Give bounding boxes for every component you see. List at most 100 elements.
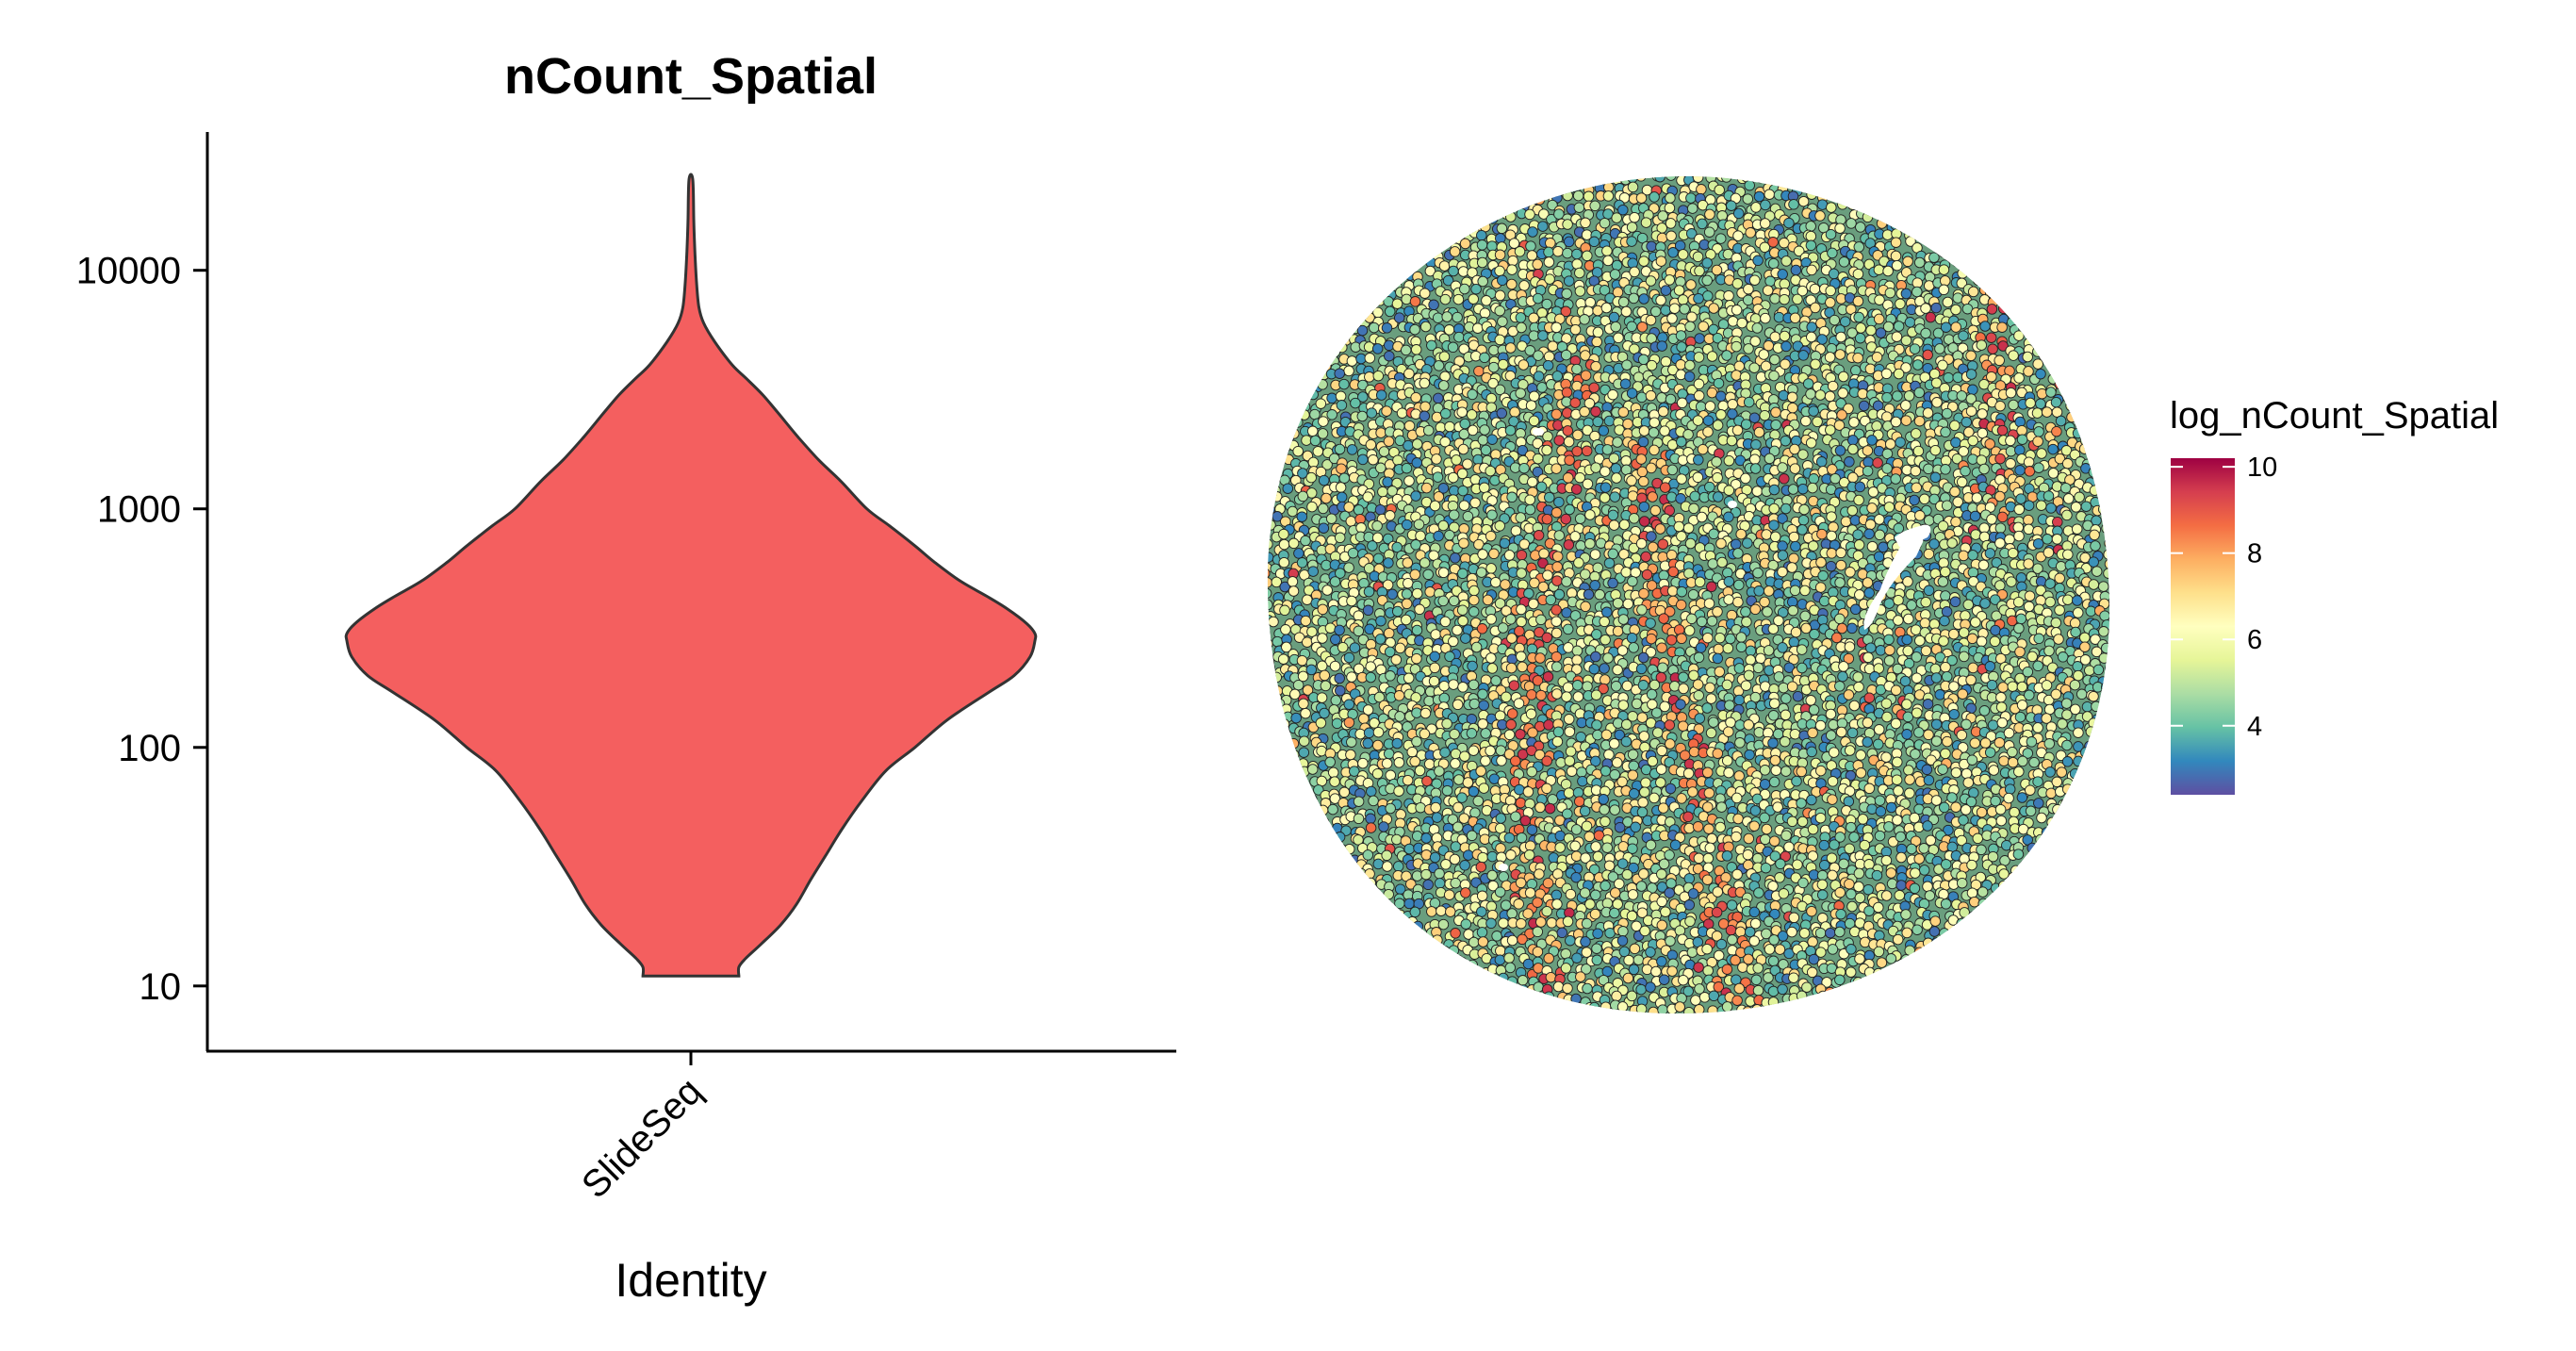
spatial-spot [1391, 605, 1403, 618]
spatial-spot [1937, 520, 1949, 532]
spatial-spot [1940, 203, 1951, 215]
spatial-spot [1382, 199, 1394, 210]
spatial-spot [1780, 435, 1792, 447]
spatial-spot [1941, 500, 1953, 511]
spatial-spot [1412, 183, 1424, 195]
spatial-spot [1544, 491, 1555, 503]
spatial-spot [1542, 671, 1554, 683]
spatial-spot [1619, 378, 1632, 389]
spatial-spot [1675, 369, 1687, 381]
spatial-spot [2062, 594, 2074, 605]
spatial-spot [1806, 264, 1817, 276]
spatial-spot [2051, 534, 2063, 545]
spatial-spot [1931, 397, 1943, 408]
spatial-spot [1591, 336, 1602, 348]
spatial-spot [1476, 567, 1487, 578]
spatial-spot [2035, 595, 2046, 606]
spatial-spot [1439, 407, 1452, 420]
spatial-spot [2104, 529, 2110, 541]
spatial-spot [1937, 576, 1949, 587]
spatial-spot [1373, 252, 1386, 263]
spatial-spot [1326, 409, 1337, 420]
spatial-spot [1327, 270, 1338, 281]
spatial-spot [1485, 392, 1498, 404]
spatial-spot [2057, 346, 2068, 358]
spatial-spot [1383, 627, 1395, 639]
spatial-spot [1317, 208, 1329, 221]
spatial-spot [2055, 415, 2067, 427]
spatial-spot [1971, 239, 1982, 252]
spatial-spot [1373, 176, 1386, 187]
spatial-spot [2098, 415, 2110, 426]
spatial-spot [1880, 210, 1893, 222]
spatial-spot [1702, 632, 1714, 644]
spatial-spot [1574, 513, 1586, 524]
spatial-spot [2026, 199, 2037, 211]
spatial-spot [1535, 481, 1548, 493]
spatial-spot [1726, 435, 1738, 447]
spatial-spot [1767, 559, 1779, 571]
spatial-spot [2004, 534, 2015, 545]
spatial-spot [1410, 344, 1422, 355]
spatial-spot [1565, 176, 1576, 185]
spatial-spot [1978, 463, 1990, 475]
spatial-spot [1649, 504, 1662, 517]
spatial-spot [1281, 304, 1292, 315]
spatial-spot [2008, 350, 2019, 361]
spatial-spot [1302, 252, 1314, 264]
spatial-spot [2100, 183, 2110, 194]
spatial-spot [1742, 193, 1754, 205]
spatial-spot [1997, 233, 2009, 245]
spatial-spot [2007, 185, 2018, 197]
spatial-spot [1371, 186, 1383, 198]
spatial-spot [1382, 476, 1393, 487]
spatial-spot [1938, 264, 1950, 275]
spatial-spot [2008, 288, 2020, 300]
spatial-spot [1907, 215, 1918, 226]
spatial-spot [1881, 229, 1894, 240]
spatial-spot [1518, 379, 1529, 390]
spatial-spot [1862, 176, 1874, 185]
spatial-spot [1753, 426, 1765, 438]
spatial-spot [1267, 552, 1274, 563]
spatial-spot [2070, 626, 2081, 638]
spatial-spot [1676, 436, 1687, 448]
spatial-spot [1468, 606, 1480, 618]
spatial-spot [1688, 503, 1699, 515]
spatial-spot [1673, 285, 1685, 296]
spatial-spot [1516, 550, 1528, 561]
spatial-spot [1584, 509, 1596, 520]
spatial-spot [1649, 444, 1660, 456]
spatial-spot [1592, 326, 1604, 338]
spatial-spot [1941, 606, 1953, 618]
spatial-spot [2046, 350, 2058, 361]
spatial-spot [1929, 471, 1942, 484]
spatial-spot [1613, 332, 1624, 344]
spatial-spot [1267, 260, 1274, 272]
spatial-spot [2090, 540, 2101, 552]
spatial-spot [1695, 642, 1707, 653]
x-axis-title: Identity [615, 1254, 766, 1307]
spatial-spot [1949, 486, 1961, 498]
spatial-spot [1346, 671, 1357, 683]
spatial-spot [1607, 509, 1619, 521]
spatial-spot [1996, 511, 2009, 523]
spatial-spot [1969, 510, 1981, 522]
spatial-spot [1701, 257, 1713, 269]
spatial-spot [1834, 577, 1846, 588]
spatial-spot [1685, 192, 1697, 204]
spatial-spot [1346, 444, 1358, 455]
spatial-spot [1801, 182, 1813, 194]
spatial-spot [1321, 492, 1332, 504]
spatial-spot [2028, 267, 2040, 279]
spatial-spot [1319, 669, 1331, 682]
spatial-spot [1267, 185, 1271, 197]
spatial-spot [1939, 275, 1951, 287]
spatial-spot [1627, 575, 1638, 587]
spatial-spot [1468, 594, 1480, 606]
spatial-spot [2075, 418, 2086, 430]
spatial-spot [2083, 277, 2095, 288]
spatial-spot [1809, 283, 1821, 295]
spatial-spot [1611, 212, 1622, 223]
spatial-spot [1745, 645, 1757, 657]
